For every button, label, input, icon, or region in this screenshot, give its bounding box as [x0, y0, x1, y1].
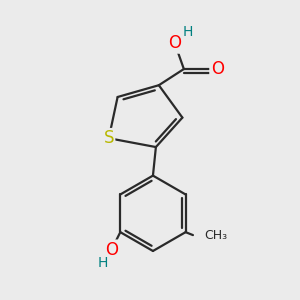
- Text: O: O: [105, 241, 118, 259]
- Text: S: S: [103, 129, 114, 147]
- Text: H: H: [183, 25, 194, 39]
- Text: CH₃: CH₃: [205, 229, 228, 242]
- Text: O: O: [211, 60, 224, 78]
- Text: H: H: [98, 256, 108, 270]
- Text: O: O: [169, 34, 182, 52]
